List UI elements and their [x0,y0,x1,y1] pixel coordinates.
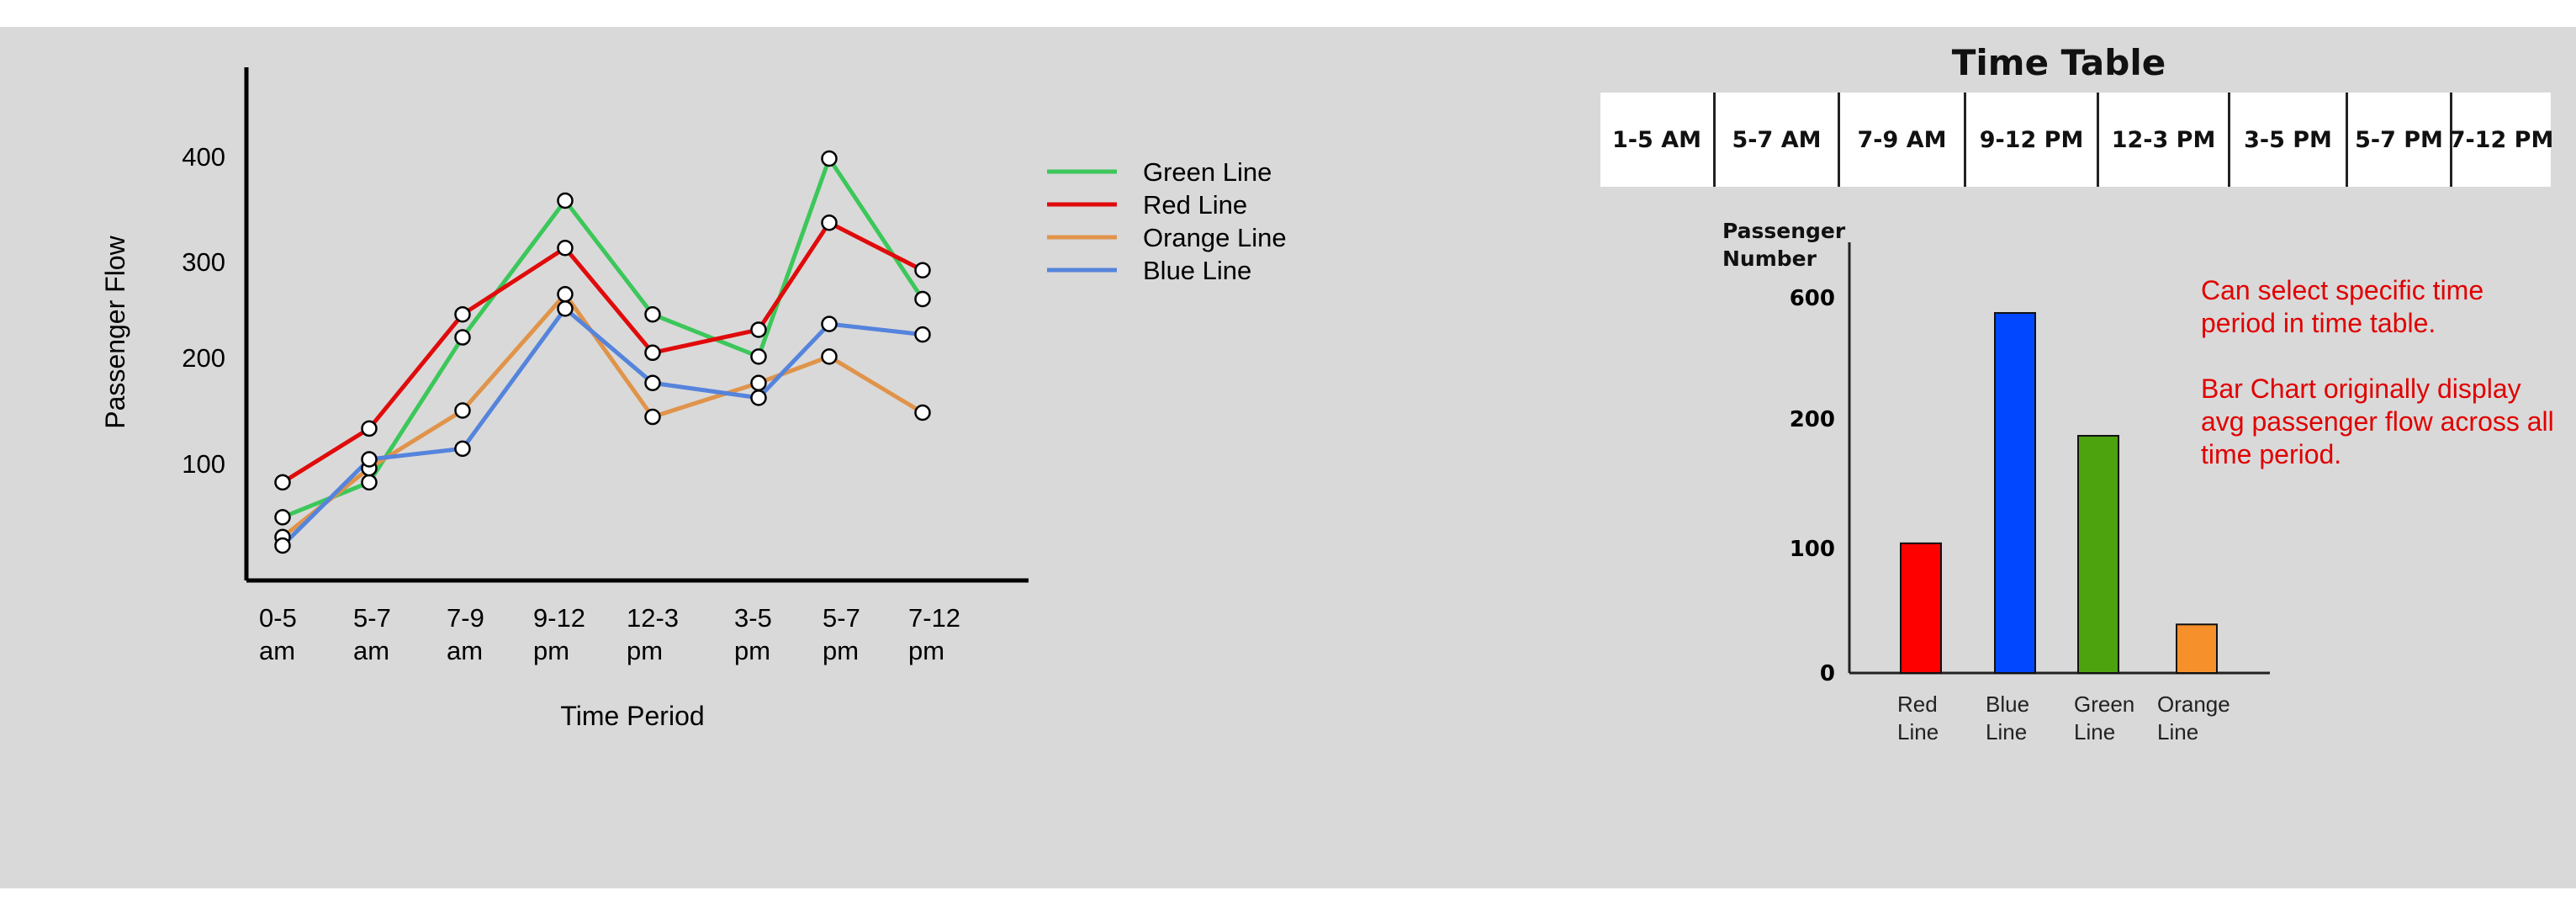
line-series-group [274,150,931,554]
line-chart-axes [244,67,1029,583]
x-tick-label: am [447,636,483,665]
time-table-cell[interactable]: 7-12 PM [2450,93,2553,187]
blue-line-point [644,374,661,391]
orange-line-point [914,404,931,421]
x-axis-title: Time Period [560,701,704,731]
red-line-point [914,262,931,279]
green-line-point [454,329,471,346]
bar-y-axis-title: Passenger Number [1722,219,1846,271]
y-tick-label: 100 [182,449,225,479]
y-axis-title: Passenger Flow [100,235,130,428]
green-line-point [750,348,767,365]
bar-category-label: Orange [2157,692,2230,717]
red-line-point [557,240,574,257]
legend-label: Orange Line [1143,223,1287,252]
x-tick-label: pm [908,636,944,665]
green-line-point [361,474,378,491]
green-line-bar[interactable] [2077,435,2119,675]
legend-label: Red Line [1143,190,1247,220]
time-table-cell[interactable]: 1-5 AM [1600,93,1716,187]
bar-category-label: Blue [1986,692,2029,717]
blue-line-point [274,537,291,554]
orange-line-point [454,402,471,419]
blue-line-point [750,389,767,406]
red-line-point [750,321,767,338]
bar-category-label: Line [1986,719,2027,744]
line-chart-panel [0,27,1573,888]
bar-y-tick-label: 0 [1820,661,1835,686]
x-tick-label: 0-5 [259,603,297,633]
green-line-point [914,290,931,308]
red-line-point [274,474,291,491]
x-tick-label: pm [627,636,663,665]
red-line-point [454,305,471,323]
orange-line-point [644,408,661,426]
time-table-cell[interactable]: 9-12 PM [1966,93,2099,187]
green-line-point [821,150,838,167]
blue-line-point [914,326,931,343]
blue-line-point [454,440,471,458]
orange-line-point [557,286,574,303]
x-tick-label: 5-7 [353,603,391,633]
bars-group [1900,312,2218,675]
time-table-cell[interactable]: 5-7 PM [2348,93,2452,187]
blue-line-point [821,315,838,332]
green-line-point [644,305,661,323]
green-line-point [557,192,574,209]
note-line-1: Can select specific time period in time … [2201,275,2484,338]
orange-line-bar[interactable] [2176,623,2218,675]
note-line-2: Bar Chart originally display avg passeng… [2201,374,2554,469]
orange-line-point [821,348,838,365]
x-tick-label: 7-9 [447,603,484,633]
x-tick-label: pm [823,636,859,665]
bar-y-tick-label: 100 [1790,537,1835,562]
time-table[interactable]: 1-5 AM 5-7 AM 7-9 AM 9-12 PM 12-3 PM 3-5 PM 5-… [1600,93,2553,187]
x-tick-label: am [353,636,389,665]
blue-line-point [557,300,574,317]
annotation-note: Can select specific time period in time … [2201,274,2554,504]
x-tick-label: 5-7 [823,603,860,633]
legend-label: Green Line [1143,157,1272,187]
time-table-cell[interactable]: 12-3 PM [2099,93,2230,187]
x-tick-label: 3-5 [734,603,772,633]
x-tick-label: 9-12 [533,603,585,633]
red-line-point [644,344,661,362]
y-tick-label: 200 [182,343,225,373]
x-tick-label: pm [734,636,770,665]
orange-line-point [750,374,767,391]
bar-y-tick-label: 200 [1790,407,1835,432]
x-tick-label: am [259,636,295,665]
bar-y-tick-labels: 600 200 100 0 [1790,286,1835,686]
time-table-cell[interactable]: 3-5 PM [2230,93,2348,187]
red-line-bar[interactable] [1900,542,1942,675]
blue-line-point [361,451,378,468]
x-tick-label: pm [533,636,569,665]
bar-category-label: Red [1897,692,1938,717]
x-tick-label: 12-3 [627,603,679,633]
x-tick-labels: 0-5 am 5-7 am 7-9 am 9-12 pm 12-3 pm 3-5 pm 5-7 pm 7-1… [259,603,960,665]
legend-label: Blue Line [1143,256,1251,285]
y-tick-label: 400 [182,142,225,172]
bar-y-tick-label: 600 [1790,286,1835,311]
time-table-cell[interactable]: 5-7 AM [1716,93,1840,187]
time-table-cell[interactable]: 7-9 AM [1840,93,1966,187]
bar-category-label: Green [2074,692,2134,717]
green-line-point [274,509,291,526]
bar-category-label: Line [2157,719,2198,744]
blue-line-bar[interactable] [1994,312,2036,674]
red-line-point [361,420,378,437]
x-tick-label: 7-12 [908,603,960,633]
bar-category-label: Line [1897,719,1939,744]
red-line-series [281,220,924,485]
red-line-point [821,215,838,231]
blue-line-series [281,306,923,548]
time-table-title: Time Table [1951,42,2166,83]
y-tick-label: 300 [182,247,225,277]
bar-category-label: Line [2074,719,2115,744]
y-tick-labels: 400 300 200 100 [182,142,225,479]
